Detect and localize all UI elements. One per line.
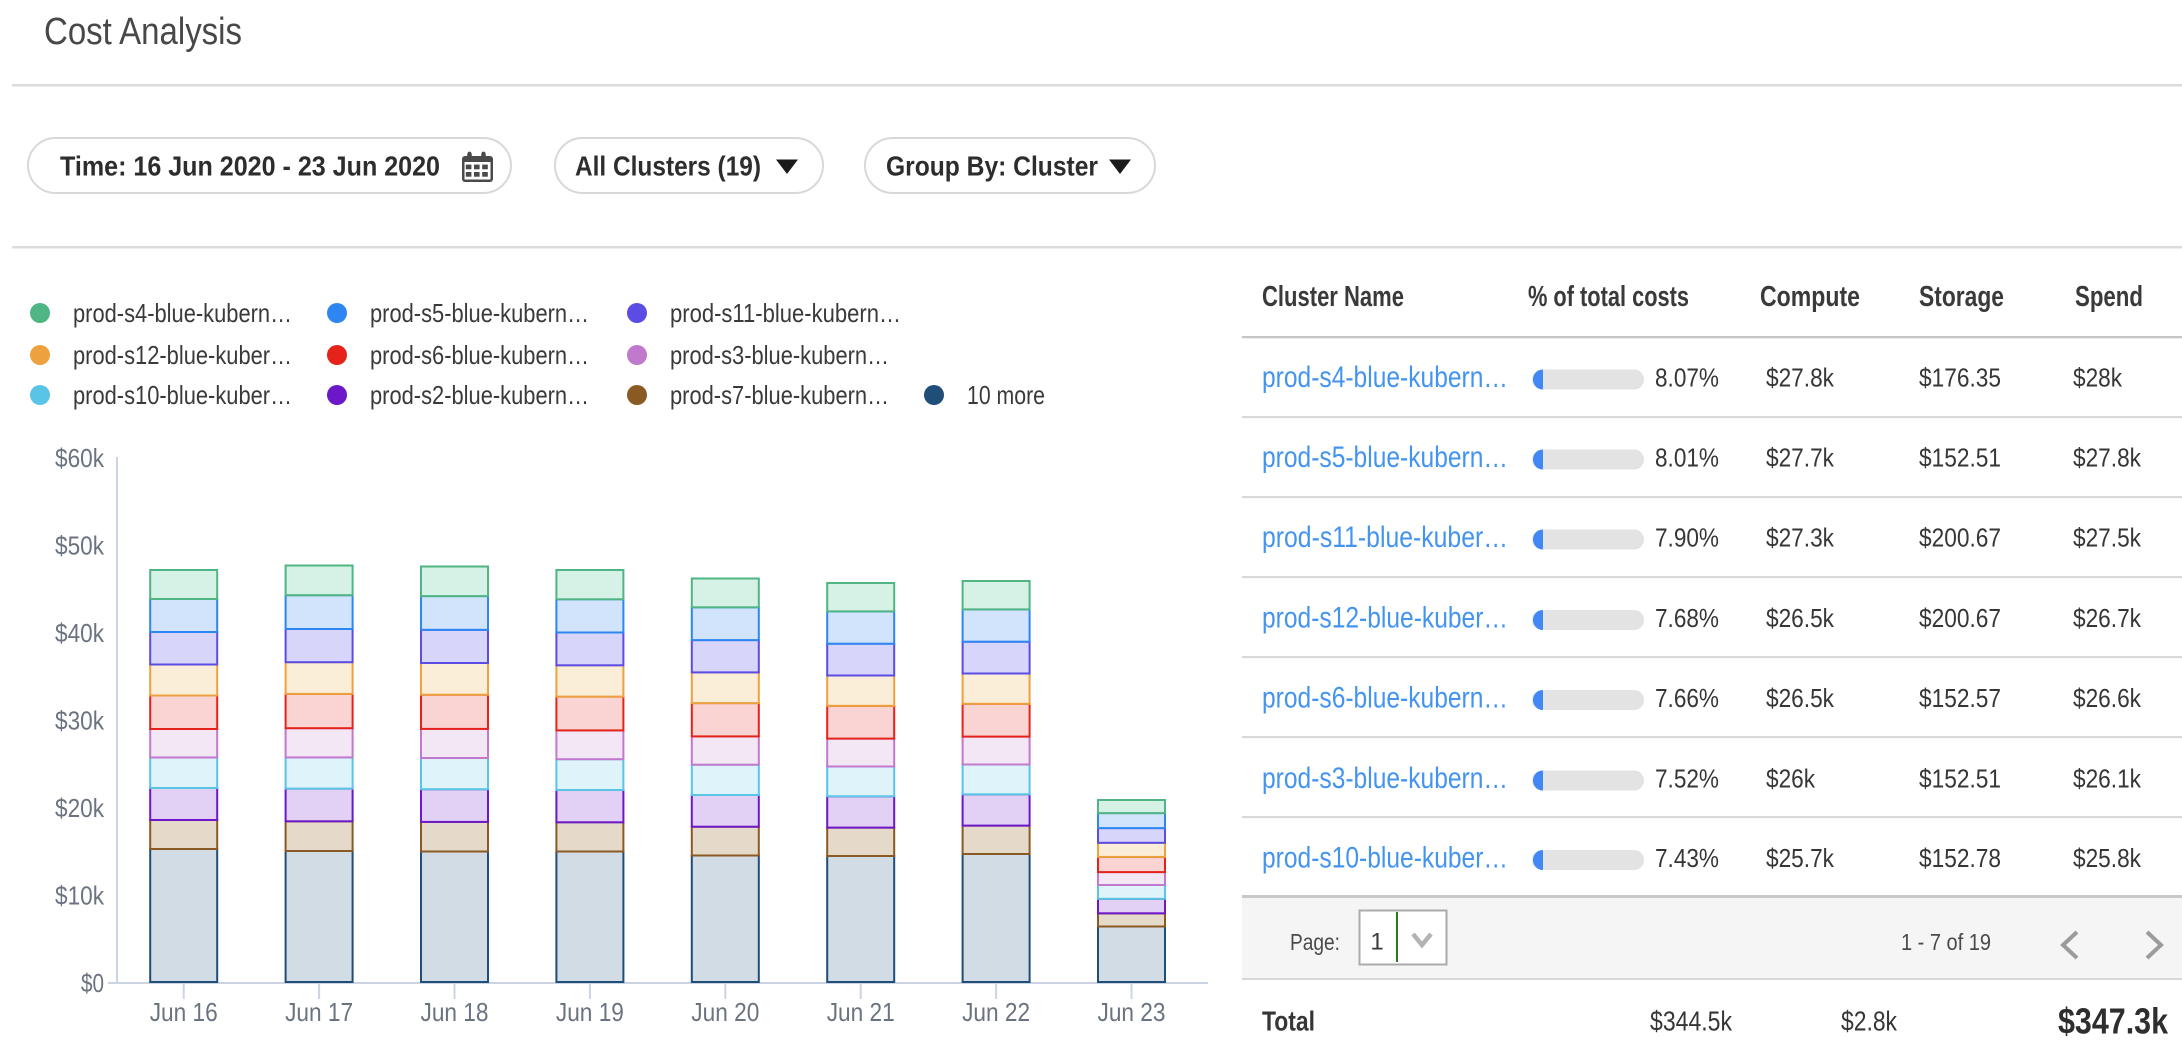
svg-text:Group By: Cluster: Group By: Cluster [886,151,1098,182]
svg-text:$176.35: $176.35 [1919,363,2001,393]
svg-text:$27.8k: $27.8k [1766,363,1835,393]
svg-text:prod-s3-blue-kubern…: prod-s3-blue-kubern… [670,340,889,370]
svg-text:Jun 16: Jun 16 [150,997,218,1027]
svg-text:Time: 16 Jun 2020 - 23 Jun 202: Time: 16 Jun 2020 - 23 Jun 2020 [60,151,440,182]
svg-text:$344.5k: $344.5k [1650,1006,1733,1037]
svg-text:$26.5k: $26.5k [1766,603,1835,633]
svg-text:prod-s4-blue-kubern…: prod-s4-blue-kubern… [73,298,292,328]
svg-text:$200.67: $200.67 [1919,603,2001,633]
svg-text:prod-s2-blue-kubern…: prod-s2-blue-kubern… [370,380,589,410]
svg-text:prod-s12-blue-kuber…: prod-s12-blue-kuber… [73,340,292,370]
svg-text:$347.3k: $347.3k [2058,1001,2169,1042]
svg-text:prod-s5-blue-kubern…: prod-s5-blue-kubern… [1262,441,1508,474]
svg-text:Cost Analysis: Cost Analysis [44,11,242,53]
svg-text:prod-s6-blue-kubern…: prod-s6-blue-kubern… [370,340,589,370]
svg-text:prod-s3-blue-kubern…: prod-s3-blue-kubern… [1262,762,1508,795]
svg-text:$152.57: $152.57 [1919,683,2001,713]
svg-text:Jun 19: Jun 19 [556,997,624,1027]
svg-text:$20k: $20k [55,793,105,823]
svg-text:prod-s11-blue-kubern…: prod-s11-blue-kubern… [670,298,901,328]
svg-text:prod-s12-blue-kuber…: prod-s12-blue-kuber… [1262,602,1508,635]
svg-text:1 - 7 of 19: 1 - 7 of 19 [1901,929,1991,955]
svg-text:7.90%: 7.90% [1655,523,1719,553]
svg-text:$200.67: $200.67 [1919,523,2001,553]
svg-text:Jun 23: Jun 23 [1098,997,1166,1027]
svg-text:$50k: $50k [55,531,105,561]
svg-text:$26.1k: $26.1k [2073,764,2142,794]
svg-text:$40k: $40k [55,618,105,648]
svg-text:7.66%: 7.66% [1655,683,1719,713]
svg-text:$27.5k: $27.5k [2073,523,2142,553]
svg-text:$27.7k: $27.7k [1766,443,1835,473]
svg-text:1: 1 [1370,929,1383,956]
svg-text:$25.8k: $25.8k [2073,843,2142,873]
svg-text:$26.5k: $26.5k [1766,683,1835,713]
svg-text:Jun 22: Jun 22 [962,997,1030,1027]
svg-text:$152.51: $152.51 [1919,443,2001,473]
svg-text:$30k: $30k [55,706,105,736]
svg-text:7.68%: 7.68% [1655,603,1719,633]
svg-text:Cluster Name: Cluster Name [1262,281,1404,313]
svg-text:$60k: $60k [55,443,105,473]
svg-text:10 more: 10 more [967,380,1045,410]
svg-text:prod-s4-blue-kubern…: prod-s4-blue-kubern… [1262,361,1508,394]
svg-text:Jun 21: Jun 21 [827,997,895,1027]
svg-text:% of total costs: % of total costs [1528,281,1689,313]
svg-text:prod-s7-blue-kubern…: prod-s7-blue-kubern… [670,380,889,410]
svg-text:Jun 20: Jun 20 [691,997,759,1027]
svg-text:$0: $0 [81,968,104,998]
svg-text:Spend: Spend [2075,281,2143,313]
svg-text:prod-s10-blue-kuber…: prod-s10-blue-kuber… [73,380,292,410]
svg-text:All Clusters (19): All Clusters (19) [575,151,761,182]
svg-text:Total: Total [1262,1006,1315,1037]
svg-text:$152.51: $152.51 [1919,764,2001,794]
svg-text:prod-s6-blue-kubern…: prod-s6-blue-kubern… [1262,682,1508,715]
svg-text:prod-s11-blue-kuber…: prod-s11-blue-kuber… [1262,521,1508,554]
svg-text:$27.3k: $27.3k [1766,523,1835,553]
svg-text:Jun 17: Jun 17 [285,997,353,1027]
svg-text:$27.8k: $27.8k [2073,443,2142,473]
svg-text:$26.7k: $26.7k [2073,603,2142,633]
svg-text:7.43%: 7.43% [1655,843,1719,873]
svg-text:$25.7k: $25.7k [1766,843,1835,873]
svg-text:$2.8k: $2.8k [1841,1006,1898,1037]
svg-text:8.07%: 8.07% [1655,363,1719,393]
svg-text:7.52%: 7.52% [1655,764,1719,794]
svg-text:Compute: Compute [1760,281,1860,313]
svg-text:$152.78: $152.78 [1919,843,2001,873]
svg-text:$26.6k: $26.6k [2073,683,2142,713]
svg-text:8.01%: 8.01% [1655,443,1719,473]
svg-text:$26k: $26k [1766,764,1816,794]
svg-text:prod-s10-blue-kuber…: prod-s10-blue-kuber… [1262,842,1508,875]
svg-text:Storage: Storage [1919,281,2004,313]
svg-text:prod-s5-blue-kubern…: prod-s5-blue-kubern… [370,298,589,328]
svg-text:$10k: $10k [55,881,105,911]
svg-text:Jun 18: Jun 18 [421,997,489,1027]
svg-text:$28k: $28k [2073,363,2123,393]
svg-text:Page:: Page: [1290,929,1340,955]
